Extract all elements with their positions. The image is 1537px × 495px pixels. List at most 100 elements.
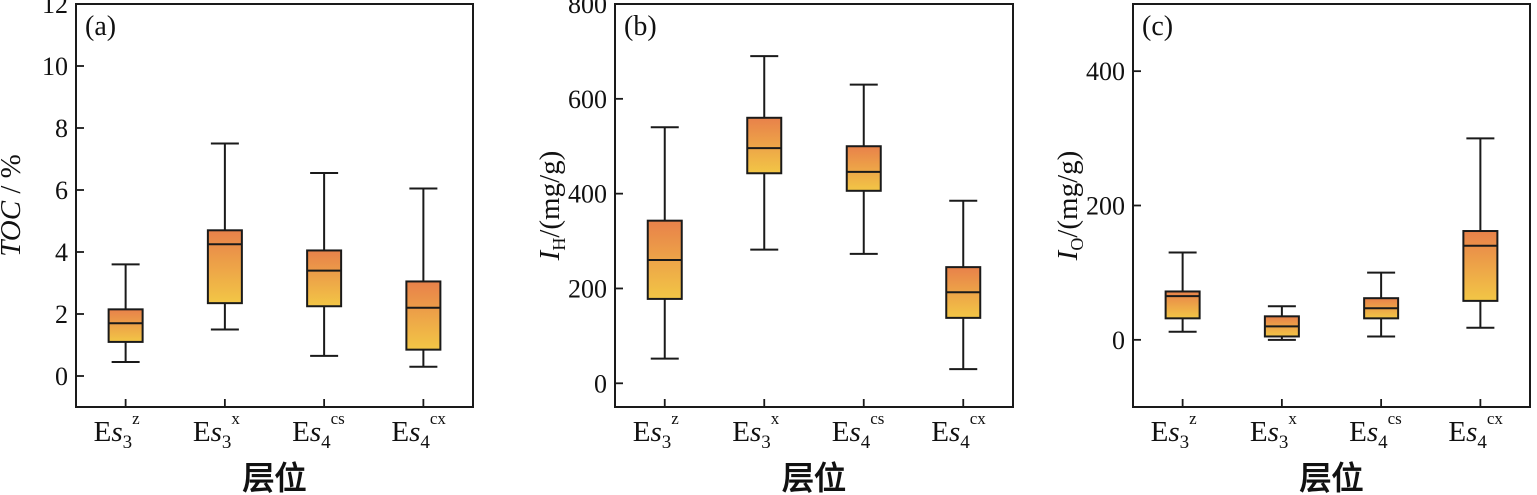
box-3 [306, 171, 343, 357]
category-sup: z [1189, 409, 1197, 428]
y-axis-label: IO/(mg/g) [1052, 151, 1087, 262]
x-tick-label: Es3 z [94, 409, 141, 453]
x-axis-label: 层位 [782, 460, 846, 495]
x-tick-label: Es4cx [1448, 409, 1503, 453]
category-base: E [292, 416, 310, 448]
category-italic: s [750, 416, 761, 448]
category-italic: s [111, 416, 122, 448]
category-italic: s [949, 416, 960, 448]
panel-label: (b) [624, 11, 657, 42]
box-4 [405, 187, 442, 368]
y-label-rest: /(mg/g) [1052, 151, 1084, 238]
category-base: E [832, 416, 850, 448]
panel-label: (c) [1142, 11, 1173, 42]
category-sub: 4 [321, 432, 331, 453]
category-sub: 3 [662, 432, 672, 453]
box-iqr [845, 145, 882, 192]
y-tick-label: 400 [568, 180, 607, 209]
y-tick-label: 4 [55, 238, 68, 267]
box-iqr [206, 229, 243, 305]
y-label-rest: /(mg/g) [534, 151, 566, 238]
category-italic: s [310, 416, 321, 448]
category-italic: s [650, 416, 661, 448]
y-label-italic: I [534, 249, 566, 261]
category-sub: 3 [222, 432, 232, 453]
box-iqr [306, 249, 343, 308]
x-tick-label: Es4cs [292, 409, 345, 453]
x-axis-label: 层位 [242, 460, 306, 495]
category-sub: 3 [1279, 432, 1289, 453]
box-1 [646, 126, 683, 360]
category-sub: 4 [420, 432, 430, 453]
box-3 [1363, 271, 1400, 338]
y-tick-label: 12 [42, 0, 68, 19]
x-tick-label: Es4cs [1349, 409, 1402, 453]
category-sup: cx [1487, 409, 1504, 428]
category-sup: cs [870, 409, 884, 428]
box-iqr [107, 308, 144, 343]
category-sub: 4 [861, 432, 871, 453]
y-tick-label: 600 [568, 85, 607, 114]
category-base: E [1151, 416, 1169, 448]
category-sup: x [231, 409, 240, 428]
y-label-italic: I [1052, 249, 1084, 261]
category-sup: cs [331, 409, 345, 428]
category-sub: 3 [761, 432, 771, 453]
y-axis-label: TOC / % [0, 154, 27, 257]
y-label-sub: O [1067, 238, 1087, 251]
box-1 [107, 263, 144, 364]
category-sup: z [671, 409, 679, 428]
x-tick-label: Es4 cs [832, 409, 885, 453]
category-sub: 4 [1477, 432, 1487, 453]
y-axis-label: IH/(mg/g) [534, 151, 569, 262]
plot-frame [75, 3, 474, 408]
y-tick-label: 0 [1112, 326, 1125, 355]
category-sub: 4 [960, 432, 970, 453]
category-italic: s [1268, 416, 1279, 448]
plot-frame [1132, 3, 1531, 408]
x-tick-label: Es3 z [1151, 409, 1198, 453]
category-sup: x [771, 409, 780, 428]
category-sup: cs [1388, 409, 1402, 428]
category-italic: s [1367, 416, 1378, 448]
box-1 [1164, 251, 1201, 333]
y-label-italic: TOC [0, 200, 27, 257]
panel-label: (a) [85, 11, 116, 42]
y-tick-label: 10 [42, 52, 68, 81]
category-sub: 4 [1378, 432, 1388, 453]
category-base: E [391, 416, 409, 448]
x-tick-label: Es4cx [931, 409, 986, 453]
box-4 [1462, 137, 1499, 329]
y-tick-label: 2 [55, 300, 68, 329]
category-italic: s [1466, 416, 1477, 448]
category-italic: s [211, 416, 222, 448]
category-base: E [1250, 416, 1268, 448]
category-italic: s [849, 416, 860, 448]
y-tick-label: 0 [594, 369, 607, 398]
category-sup: cx [430, 409, 447, 428]
box-iqr [746, 116, 783, 175]
box-2 [206, 142, 243, 331]
plot-frame [614, 3, 1014, 408]
category-sub: 3 [123, 432, 133, 453]
box-2 [746, 55, 783, 251]
category-base: E [1349, 416, 1367, 448]
box-4 [945, 199, 982, 371]
category-sup: cx [970, 409, 987, 428]
y-tick-label: 200 [1086, 192, 1125, 221]
category-italic: s [409, 416, 420, 448]
x-tick-label: Es4cx [391, 409, 446, 453]
category-sup: z [132, 409, 140, 428]
category-base: E [931, 416, 949, 448]
y-tick-label: 8 [55, 114, 68, 143]
x-axis-label: 层位 [1299, 460, 1363, 495]
category-base: E [1448, 416, 1466, 448]
category-italic: s [1168, 416, 1179, 448]
y-label-sub: H [549, 238, 569, 251]
y-tick-label: 0 [55, 362, 68, 391]
category-base: E [633, 416, 651, 448]
x-tick-label: Es3x [732, 409, 780, 453]
